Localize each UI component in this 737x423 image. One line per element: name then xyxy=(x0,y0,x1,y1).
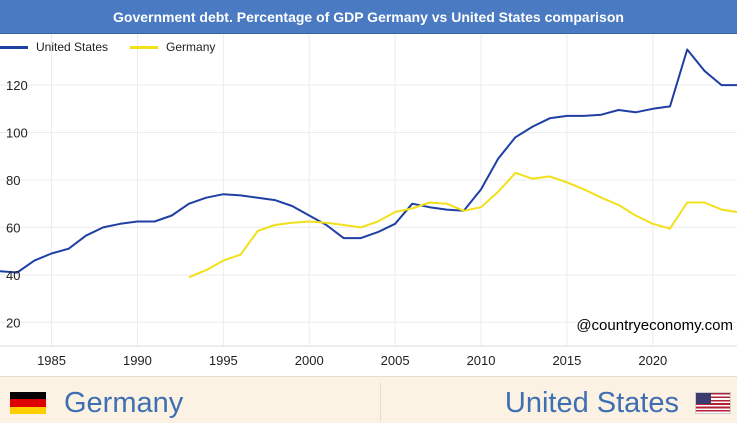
chart-title: Government debt. Percentage of GDP Germa… xyxy=(0,0,737,34)
x-tick-label-5: 2010 xyxy=(467,353,496,368)
comparison-footer: Germany United States xyxy=(0,376,737,423)
y-tick-label-0: 20 xyxy=(6,315,20,330)
germany-flag-icon xyxy=(10,392,46,414)
y-tick-label-5: 120 xyxy=(6,78,28,93)
legend-item-united-states[interactable]: United States xyxy=(0,40,108,54)
x-tick-label-4: 2005 xyxy=(381,353,410,368)
y-tick-label-1: 40 xyxy=(6,268,20,283)
country-name-united-states: United States xyxy=(504,386,679,419)
chart-area: 20 40 60 80 100 120 1985 1990 1995 2000 2005 2010 2… xyxy=(0,34,737,376)
x-axis-ticks: 1985 1990 1995 2000 2005 2010 2015 2020 xyxy=(37,353,667,368)
x-tick-label-0: 1985 xyxy=(37,353,66,368)
source-watermark: @countryeconomy.com xyxy=(576,317,733,334)
legend-swatch-united-states xyxy=(0,45,28,49)
x-tick-label-6: 2015 xyxy=(552,353,581,368)
series-line-united-states[interactable] xyxy=(0,48,737,274)
x-tick-label-3: 2000 xyxy=(295,353,324,368)
series-line-germany[interactable] xyxy=(188,171,737,279)
country-germany[interactable]: Germany xyxy=(10,383,183,423)
united-states-flag-icon xyxy=(695,392,731,414)
footer-divider xyxy=(380,383,381,421)
grid-lines xyxy=(0,34,737,347)
legend-label-united-states: United States xyxy=(36,40,109,54)
country-united-states[interactable]: United States xyxy=(505,383,731,423)
series-lines xyxy=(0,48,737,279)
x-tick-label-1: 1990 xyxy=(123,353,152,368)
country-name-germany: Germany xyxy=(64,386,184,419)
x-tick-label-7: 2020 xyxy=(638,353,667,368)
legend-item-germany[interactable]: Germany xyxy=(130,40,215,54)
line-chart: 20 40 60 80 100 120 1985 1990 1995 2000 2005 2010 2… xyxy=(0,34,737,368)
chart-legend: United States Germany xyxy=(0,36,237,58)
legend-label-germany: Germany xyxy=(166,40,216,54)
y-tick-label-4: 100 xyxy=(6,126,28,141)
y-tick-label-2: 60 xyxy=(6,220,20,235)
y-tick-label-3: 80 xyxy=(6,173,20,188)
x-tick-label-2: 1995 xyxy=(209,353,238,368)
legend-swatch-germany xyxy=(130,45,159,49)
y-axis-ticks: 20 40 60 80 100 120 xyxy=(6,78,28,330)
